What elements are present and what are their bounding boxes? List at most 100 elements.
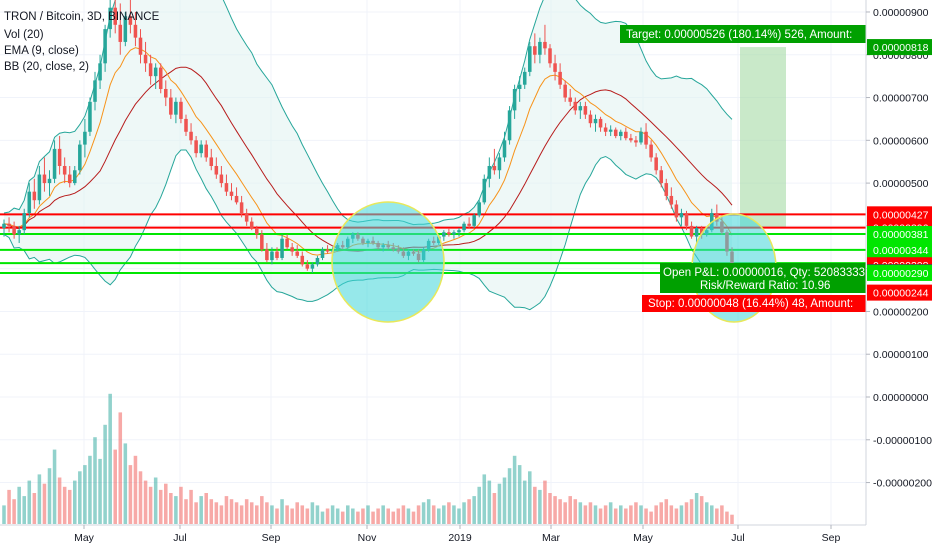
candle-body (17, 230, 21, 235)
price-tick-label: -0.00000100 (873, 435, 932, 447)
candle-body (285, 238, 289, 248)
volume-bar (255, 505, 259, 524)
volume-bar (588, 502, 593, 524)
volume-bar (467, 499, 471, 524)
stop-label: Stop: 0.00000048 (16.44%) 48, Amount: (648, 298, 853, 310)
volume-bar (396, 508, 401, 524)
volume-bar (249, 502, 254, 524)
candle-body (270, 251, 274, 261)
volume-bar (452, 505, 456, 524)
price-tick-label: 0.00000500 (873, 178, 929, 190)
candle-body (12, 225, 16, 235)
candle-body (78, 144, 82, 171)
candle-body (300, 255, 305, 265)
volume-bar (244, 499, 249, 524)
candle-body (169, 97, 173, 115)
candle-body (143, 54, 148, 64)
volume-bar (634, 502, 638, 524)
price-tick-label: 0.00000700 (873, 93, 929, 105)
candle-body (239, 202, 244, 214)
volume-bar (522, 480, 527, 524)
candle-body (442, 232, 446, 237)
candle-body (315, 257, 320, 265)
price-tick-label: 0.00000900 (873, 7, 929, 19)
volume-bar (710, 505, 714, 524)
time-tick-label: Sep (262, 532, 281, 544)
volume-bar (624, 508, 628, 524)
volume-series (2, 393, 734, 524)
candle-body (133, 24, 138, 38)
price-axis[interactable]: 0.000009000.000008000.000007000.00000600… (865, 0, 932, 525)
volume-bar (179, 486, 183, 524)
stop-label-box (642, 295, 866, 312)
volume-bar (447, 502, 451, 524)
candle-body (98, 63, 102, 81)
position-tool[interactable]: Target: 0.00000526 (180.14%) 526, Amount… (620, 25, 866, 312)
volume-bar (310, 502, 315, 524)
volume-bar (128, 465, 133, 524)
candle-body (234, 195, 239, 203)
volume-bar (356, 511, 360, 524)
volume-bar (209, 499, 214, 524)
candle-body (164, 88, 168, 98)
volume-bar (386, 508, 390, 524)
volume-bar (148, 486, 153, 524)
time-tick-label: May (74, 532, 95, 544)
candle-body (174, 101, 178, 115)
price-tag-box (867, 226, 932, 243)
time-tick-label: Mar (542, 532, 561, 544)
volume-bar (725, 511, 729, 524)
candle-body (573, 101, 578, 111)
candle-body (260, 234, 264, 250)
candle-body (654, 157, 658, 171)
candle-body (563, 84, 567, 98)
volume-bar (330, 505, 335, 524)
volume-bar (416, 505, 421, 524)
volume-bar (47, 468, 52, 524)
volume-bar (376, 508, 380, 524)
volume-bar (300, 505, 305, 524)
candle-body (199, 144, 203, 154)
candle-body (447, 232, 451, 235)
candle-body (472, 215, 476, 226)
candle-body (548, 48, 552, 64)
volume-bar (528, 471, 532, 524)
time-tick-label: May (633, 532, 654, 544)
volume-bar (290, 508, 294, 524)
volume-bar (442, 505, 446, 524)
candle-body (664, 183, 669, 196)
price-tag-label: 0.00000427 (873, 209, 929, 221)
candle-body (88, 101, 92, 132)
volume-bar (73, 480, 77, 524)
volume-bar (512, 455, 517, 524)
volume-bar (32, 493, 37, 524)
volume-bar (487, 480, 492, 524)
candle-body (310, 264, 315, 269)
volume-bar (664, 499, 669, 524)
candle-body (128, 16, 133, 25)
volume-bar (477, 486, 481, 524)
candle-body (265, 249, 269, 261)
candle-body (649, 144, 653, 158)
volume-bar (37, 474, 42, 524)
volume-bar (7, 489, 11, 524)
volume-bar (462, 502, 466, 524)
candle-body (52, 148, 57, 179)
volume-bar (583, 505, 588, 524)
volume-bar (598, 508, 603, 524)
candle-body (123, 16, 128, 42)
time-tick-label: Sep (822, 532, 841, 544)
candle-body (639, 131, 643, 143)
candle-body (113, 7, 117, 25)
volume-bar (265, 502, 269, 524)
volume-bar (234, 502, 239, 524)
candle-body (153, 67, 158, 77)
volume-bar (437, 508, 441, 524)
volume-bar (320, 511, 325, 524)
time-axis[interactable]: May Jul Sep Nov 2019 Mar May Jul Sep (0, 524, 932, 550)
candle-body (204, 144, 208, 158)
chart-legend[interactable]: TRON / Bitcoin, 3D, BINANCE Vol (20) EMA… (4, 11, 160, 73)
volume-bar (644, 508, 648, 524)
volume-bar (2, 505, 6, 524)
